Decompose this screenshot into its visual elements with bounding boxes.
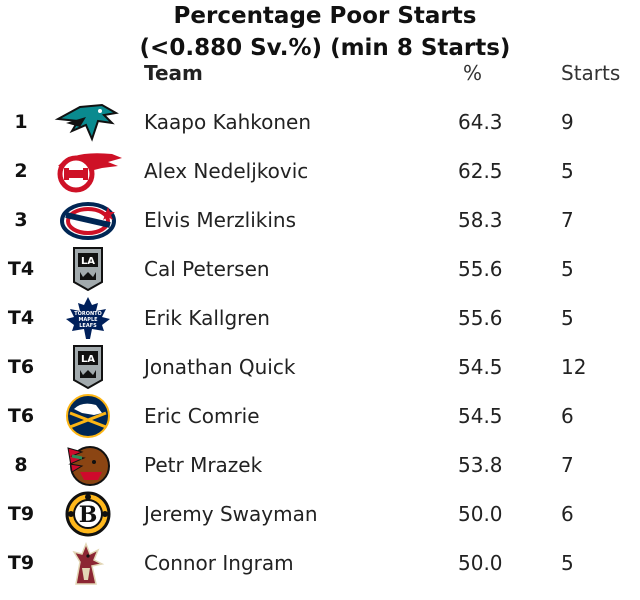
svg-text:B: B	[79, 502, 98, 528]
svg-text:TORONTO: TORONTO	[74, 311, 102, 317]
column-header-percent: %	[463, 61, 483, 85]
poor-start-percent: 53.8	[458, 453, 503, 477]
poor-start-percent: 64.3	[458, 110, 503, 134]
poor-start-percent: 50.0	[458, 502, 503, 526]
starts-count: 5	[561, 306, 574, 330]
blue-jackets-logo-icon	[52, 197, 124, 243]
sabres-logo-icon	[52, 393, 124, 439]
table-row: 2 Alex Nedeljkovic 62.5 5	[0, 147, 640, 196]
red-wings-logo-icon	[52, 148, 124, 194]
table-row: 3 Elvis Merzlikins 58.3 7	[0, 196, 640, 245]
player-name: Elvis Merzlikins	[144, 208, 296, 232]
kings-logo-icon: LA	[52, 344, 124, 390]
starts-count: 5	[561, 159, 574, 183]
table-row: T6 Eric Comrie 54.5 6	[0, 392, 640, 441]
kings-logo-icon: LA	[52, 246, 124, 292]
poor-start-percent: 58.3	[458, 208, 503, 232]
table-row: 8 Petr Mrazek 53.8 7	[0, 441, 640, 490]
column-header-team: Team	[144, 61, 203, 85]
rank-label: 1	[14, 111, 28, 133]
bruins-logo-icon: B	[52, 491, 124, 537]
rank-label: 2	[14, 160, 28, 182]
starts-count: 7	[561, 208, 574, 232]
player-name: Jonathan Quick	[144, 355, 296, 379]
player-name: Petr Mrazek	[144, 453, 263, 477]
starts-count: 5	[561, 257, 574, 281]
starts-count: 6	[561, 502, 574, 526]
poor-start-percent: 50.0	[458, 551, 503, 575]
poor-start-percent: 55.6	[458, 306, 503, 330]
chart-title-line-2: (<0.880 Sv.%) (min 8 Starts)	[139, 35, 511, 61]
player-name: Kaapo Kahkonen	[144, 110, 312, 134]
svg-text:LA: LA	[81, 256, 95, 267]
rank-label: T6	[7, 405, 35, 427]
rank-label: T9	[7, 552, 35, 574]
starts-count: 6	[561, 404, 574, 428]
table-row: T9 B Jeremy Swayman 50.0 6	[0, 490, 640, 539]
blackhawks-logo-icon	[52, 442, 124, 488]
table-row: 1 Kaapo Kahkonen 64.3 9	[0, 98, 640, 147]
poor-start-percent: 54.5	[458, 355, 503, 379]
poor-start-percent: 62.5	[458, 159, 503, 183]
column-header-starts: Starts	[561, 61, 621, 85]
poor-start-percent: 55.6	[458, 257, 503, 281]
table-row: T4 TORONTO MAPLE LEAFS Erik Kallgren 55.6…	[0, 294, 640, 343]
starts-count: 5	[561, 551, 574, 575]
svg-text:MAPLE: MAPLE	[78, 317, 98, 323]
rank-label: T4	[7, 258, 35, 280]
chart-title-line-1: Percentage Poor Starts	[173, 3, 477, 29]
starts-count: 12	[561, 355, 587, 379]
coyotes-logo-icon	[52, 540, 124, 586]
starts-count: 9	[561, 110, 574, 134]
svg-text:LEAFS: LEAFS	[79, 323, 97, 329]
table-row: T4 LA Cal Petersen 55.6 5	[0, 245, 640, 294]
player-name: Connor Ingram	[144, 551, 294, 575]
rank-label: 8	[14, 454, 28, 476]
starts-count: 7	[561, 453, 574, 477]
player-name: Erik Kallgren	[144, 306, 270, 330]
player-name: Jeremy Swayman	[144, 502, 318, 526]
poor-start-percent: 54.5	[458, 404, 503, 428]
svg-text:LA: LA	[81, 354, 95, 365]
rank-label: T4	[7, 307, 35, 329]
rank-label: 3	[14, 209, 28, 231]
player-name: Eric Comrie	[144, 404, 260, 428]
rank-label: T6	[7, 356, 35, 378]
rank-label: T9	[7, 503, 35, 525]
table-row: T6 LA Jonathan Quick 54.5 12	[0, 343, 640, 392]
sharks-logo-icon	[52, 99, 124, 145]
player-name: Alex Nedeljkovic	[144, 159, 309, 183]
table-row: T9 Connor Ingram 50.0 5	[0, 539, 640, 588]
player-name: Cal Petersen	[144, 257, 270, 281]
maple-leafs-logo-icon: TORONTO MAPLE LEAFS	[52, 295, 124, 341]
